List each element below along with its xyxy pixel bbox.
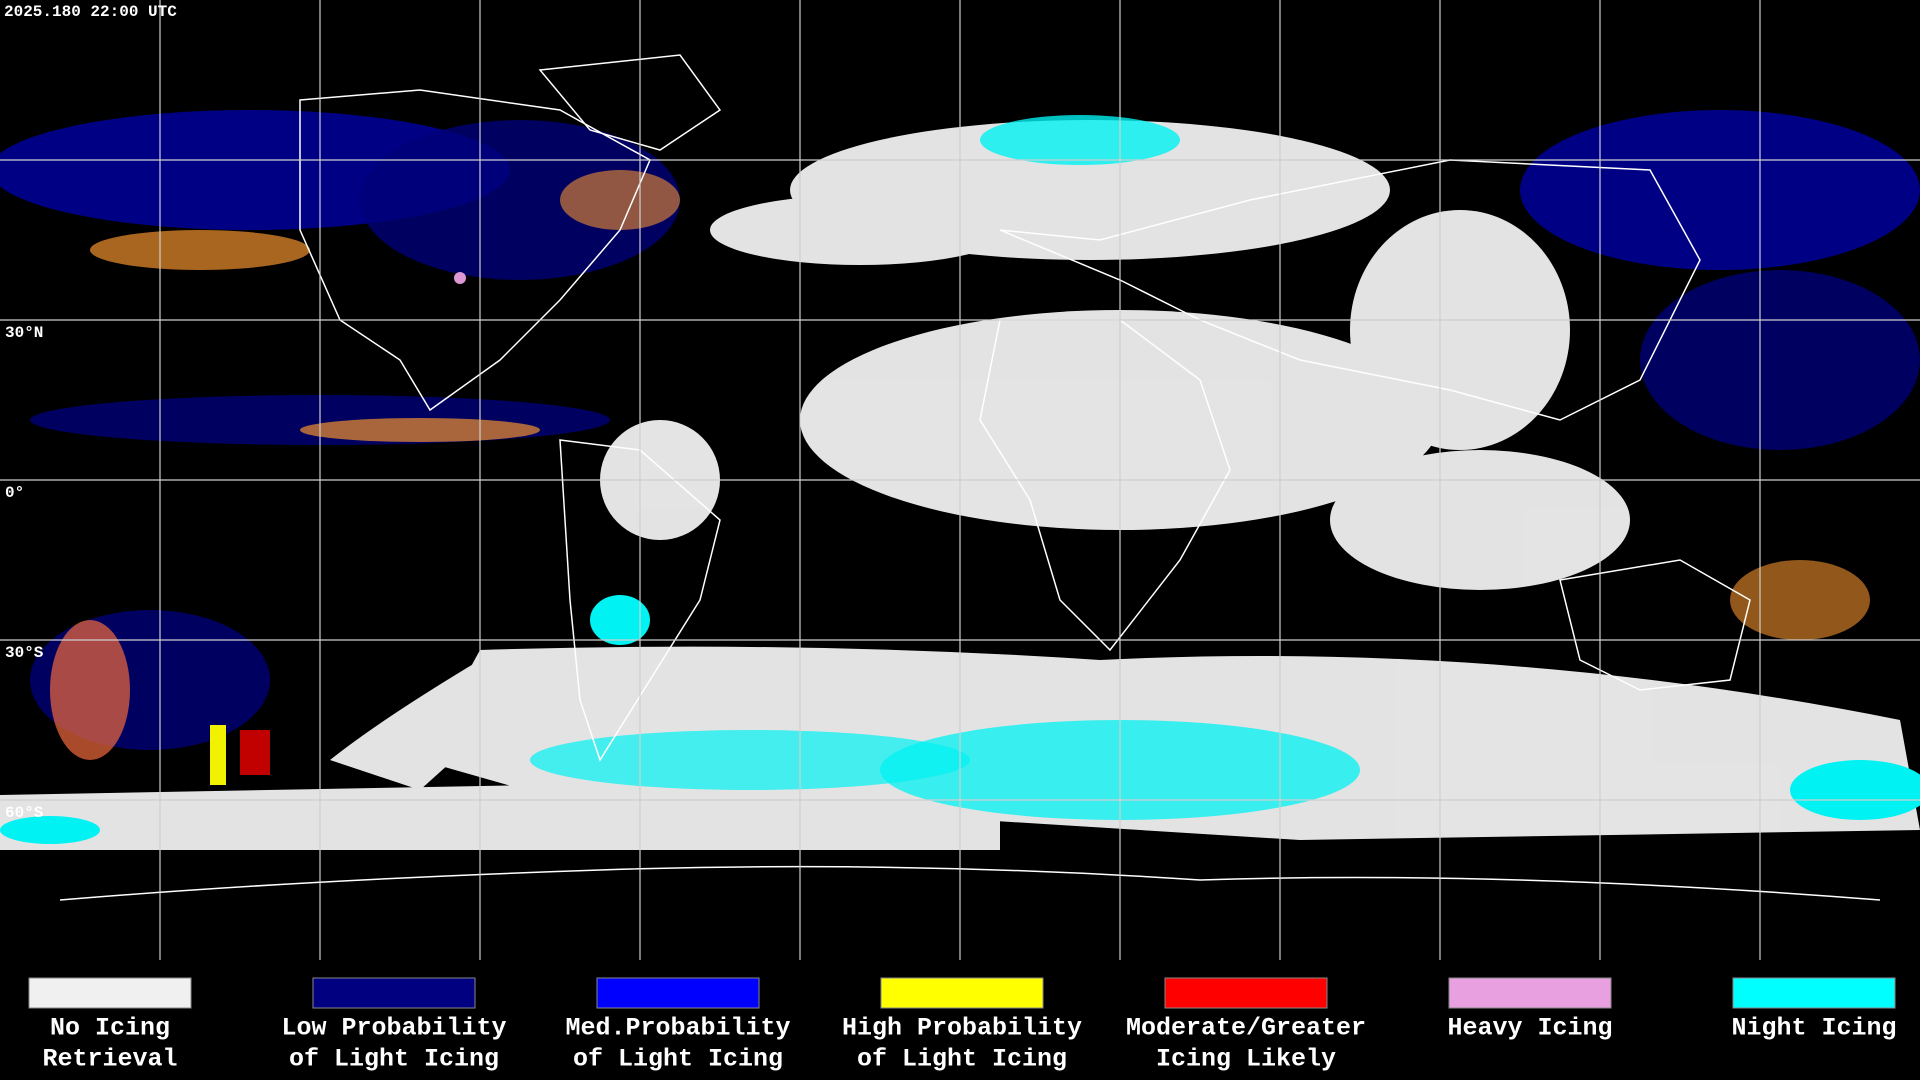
legend-swatch [28,977,192,1009]
legend-swatch [1732,977,1896,1009]
legend-label: of Light Icing [573,1045,783,1074]
latitude-label: 0° [5,484,24,502]
legend-label: Moderate/Greater [1126,1014,1366,1043]
legend-label: Retrieval [42,1045,177,1074]
graticule: 30°N 0° 30°S 60°S [0,0,1920,960]
legend-label: Med.Probability [565,1014,790,1043]
latitude-label: 30°S [5,644,44,662]
legend-swatch [1164,977,1328,1009]
latitude-label: 60°S [5,804,44,822]
legend-swatch [596,977,760,1009]
coastlines [59,54,1881,901]
timestamp: 2025.180 22:00 UTC [4,3,177,21]
legend-label: High Probability [842,1014,1082,1043]
legend-label: Low Probability [281,1014,506,1043]
legend-label: of Light Icing [289,1045,499,1074]
legend-label: Heavy Icing [1447,1014,1612,1043]
legend-swatch [312,977,476,1009]
legend-label: Night Icing [1731,1014,1896,1043]
map-area: 30°N 0° 30°S 60°S 2025.180 22:00 UTC [0,0,1920,960]
latitude-label: 30°N [5,324,43,342]
legend-swatch [1448,977,1612,1009]
legend-swatch [880,977,1044,1009]
legend-label: Icing Likely [1156,1045,1336,1074]
legend-label: No Icing [50,1014,170,1043]
legend-label: of Light Icing [857,1045,1067,1074]
